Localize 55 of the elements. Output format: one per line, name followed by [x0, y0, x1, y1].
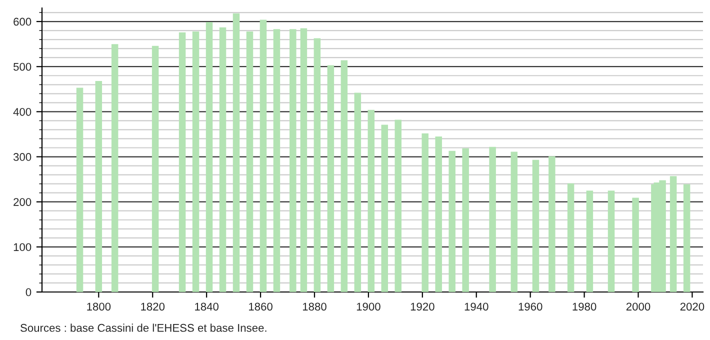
bar [219, 27, 226, 292]
y-tick-label: 200 [14, 198, 32, 206]
bar [76, 88, 84, 292]
bar [327, 65, 334, 292]
bar [489, 146, 496, 292]
bar [586, 190, 594, 292]
x-tick-label: 1820 [141, 302, 165, 311]
y-tick-label: 500 [13, 62, 32, 71]
bar [462, 148, 469, 292]
bar [683, 184, 690, 292]
bar [206, 22, 213, 292]
bar [567, 183, 574, 292]
bar [232, 13, 240, 292]
y-tick-label: 0 [26, 288, 32, 296]
x-tick-label: 1860 [249, 302, 272, 311]
bar [608, 190, 615, 292]
y-tick-label: 100 [14, 243, 32, 252]
bar [394, 120, 402, 292]
x-tick-label: 1880 [302, 302, 326, 311]
x-tick-label: 1960 [518, 302, 542, 311]
x-tick-label: 1940 [464, 302, 488, 311]
bar [178, 32, 186, 292]
x-tick-label: 1840 [195, 302, 218, 311]
x-tick-label: 1920 [410, 302, 434, 311]
bar [670, 176, 677, 292]
x-tick-label: 2020 [680, 302, 704, 311]
bar [273, 29, 280, 292]
bar [111, 44, 118, 292]
bar [435, 136, 442, 292]
y-tick-label: 600 [14, 18, 32, 26]
x-tick-label: 1900 [356, 302, 380, 311]
x-tick-label: 1800 [87, 302, 111, 311]
bar [368, 110, 375, 292]
bar [448, 150, 456, 292]
bar [95, 81, 102, 292]
bar [422, 133, 428, 292]
bar [192, 31, 200, 292]
bar [290, 29, 296, 292]
x-tick-label: 2000 [626, 302, 650, 311]
bar [152, 46, 159, 292]
source-note: Sources : base Cassini de l'EHESS et base Insee. [20, 324, 266, 332]
bar [632, 198, 639, 292]
bar [354, 92, 362, 292]
bar [510, 152, 518, 292]
bar [340, 60, 348, 292]
bar [381, 124, 388, 292]
bar [246, 31, 254, 292]
bar [300, 28, 308, 292]
bar [548, 156, 556, 292]
x-tick-label: 1980 [572, 302, 596, 311]
bar [532, 160, 540, 292]
y-tick-label: 300 [13, 153, 32, 161]
bar [260, 20, 267, 292]
bar [314, 38, 321, 292]
y-tick-label: 400 [13, 108, 32, 116]
